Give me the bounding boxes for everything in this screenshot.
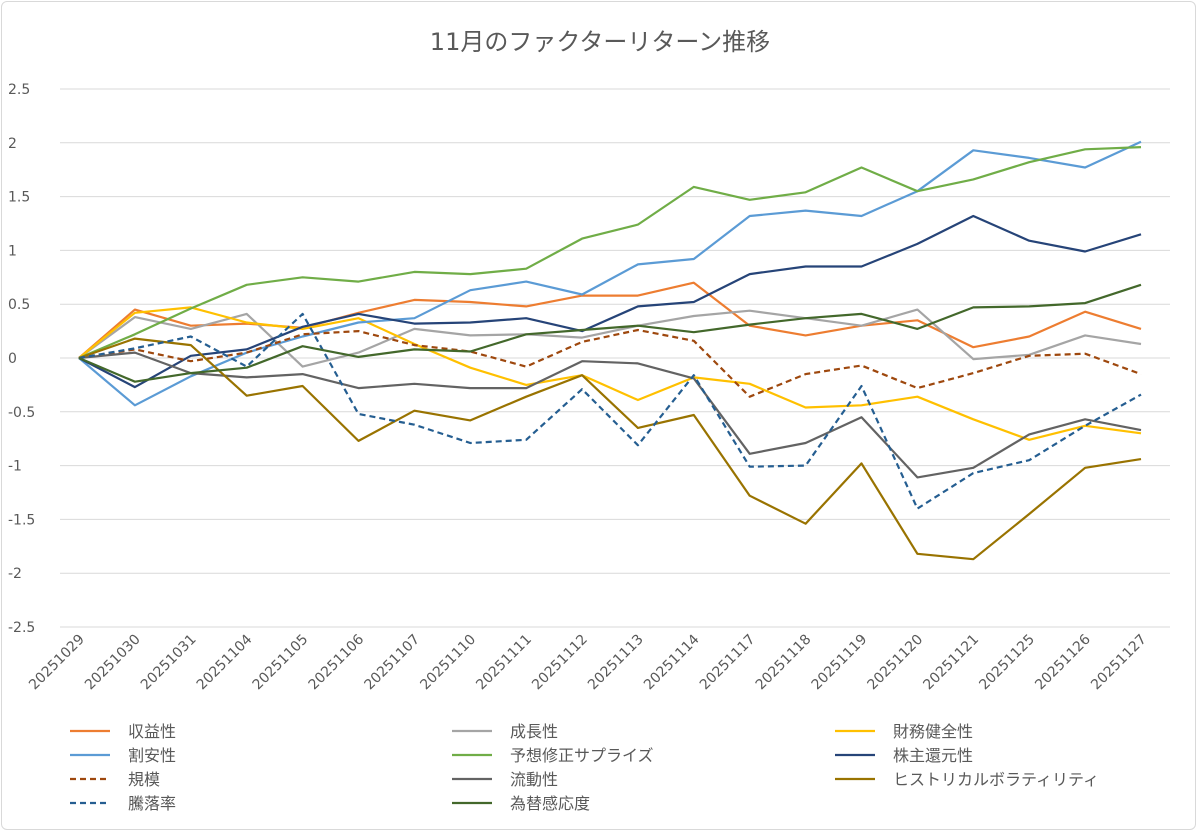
legend-item: 成長性 — [452, 722, 558, 741]
x-tick-label: 20251120 — [865, 632, 927, 694]
x-tick-label: 20251114 — [641, 631, 703, 693]
series-line-3 — [78, 140, 1142, 407]
y-tick-label: 2 — [8, 136, 17, 152]
x-tick-label: 20251029 — [26, 632, 88, 694]
x-tick-label: 20251126 — [1032, 631, 1094, 693]
x-tick-label: 20251112 — [529, 632, 591, 694]
y-tick-label: 0 — [8, 351, 17, 367]
legend-label: 成長性 — [510, 722, 558, 741]
legend-label: 騰落率 — [128, 794, 176, 813]
legend-label: 予想修正サプライズ — [510, 746, 654, 765]
x-tick-label: 20251107 — [361, 632, 423, 694]
series-line-9 — [78, 312, 1142, 510]
x-tick-label: 20251118 — [753, 632, 815, 694]
legend-label: 流動性 — [510, 770, 558, 789]
x-tick-label: 20251105 — [250, 632, 312, 694]
series-line-5 — [78, 214, 1142, 389]
x-tick-label: 20251106 — [306, 631, 368, 693]
legend-label: ヒストリカルボラティリティ — [893, 770, 1099, 789]
legend-item: 為替感応度 — [452, 794, 590, 813]
legend-item: 収益性 — [70, 722, 176, 741]
legend-label: 株主還元性 — [893, 746, 973, 765]
legend-label: 財務健全性 — [893, 722, 973, 741]
legend-item: 規模 — [70, 770, 160, 789]
series-line-7 — [78, 351, 1142, 479]
legend-label: 割安性 — [128, 746, 176, 765]
x-tick-label: 20251110 — [417, 632, 479, 694]
x-tick-label: 20251111 — [473, 632, 535, 694]
x-tick-label: 20251030 — [82, 632, 144, 694]
x-tick-label: 20251125 — [976, 632, 1038, 694]
y-tick-label: 2.5 — [8, 82, 30, 98]
legend-item: 騰落率 — [70, 794, 176, 813]
legend-item: 予想修正サプライズ — [452, 746, 654, 765]
gridlines — [60, 88, 1170, 628]
legend-label: 収益性 — [128, 722, 176, 741]
x-tick-label: 20251127 — [1088, 632, 1150, 694]
y-tick-label: -1.5 — [8, 512, 35, 528]
legend-item: ヒストリカルボラティリティ — [835, 770, 1099, 789]
series-line-10 — [78, 283, 1142, 383]
series-line-6 — [78, 328, 1142, 398]
legend-item: 流動性 — [452, 770, 558, 789]
series-line-8 — [78, 337, 1142, 561]
legend-label: 規模 — [128, 770, 160, 789]
legend-item: 財務健全性 — [835, 722, 973, 741]
y-tick-label: -2 — [8, 566, 22, 582]
y-tick-label: 1.5 — [8, 190, 30, 206]
legend-item: 割安性 — [70, 746, 176, 765]
series-line-2 — [78, 306, 1142, 441]
y-tick-label: 1 — [8, 243, 17, 259]
y-tick-label: 0.5 — [8, 297, 30, 313]
legend-item: 株主還元性 — [835, 746, 973, 765]
x-tick-label: 20251119 — [809, 632, 871, 694]
x-tick-label: 20251121 — [920, 632, 982, 694]
y-tick-label: -1 — [8, 459, 22, 475]
x-tick-label: 20251113 — [585, 632, 647, 694]
y-tick-label: -0.5 — [8, 405, 35, 421]
x-tick-label: 20251104 — [194, 631, 256, 693]
x-tick-label: 20251117 — [697, 632, 759, 694]
legend-label: 為替感応度 — [510, 794, 590, 813]
y-tick-label: -2.5 — [8, 620, 35, 636]
chart-title: 11月のファクターリターン推移 — [430, 28, 770, 56]
series-line-4 — [78, 146, 1142, 360]
x-tick-label: 20251031 — [138, 632, 200, 694]
